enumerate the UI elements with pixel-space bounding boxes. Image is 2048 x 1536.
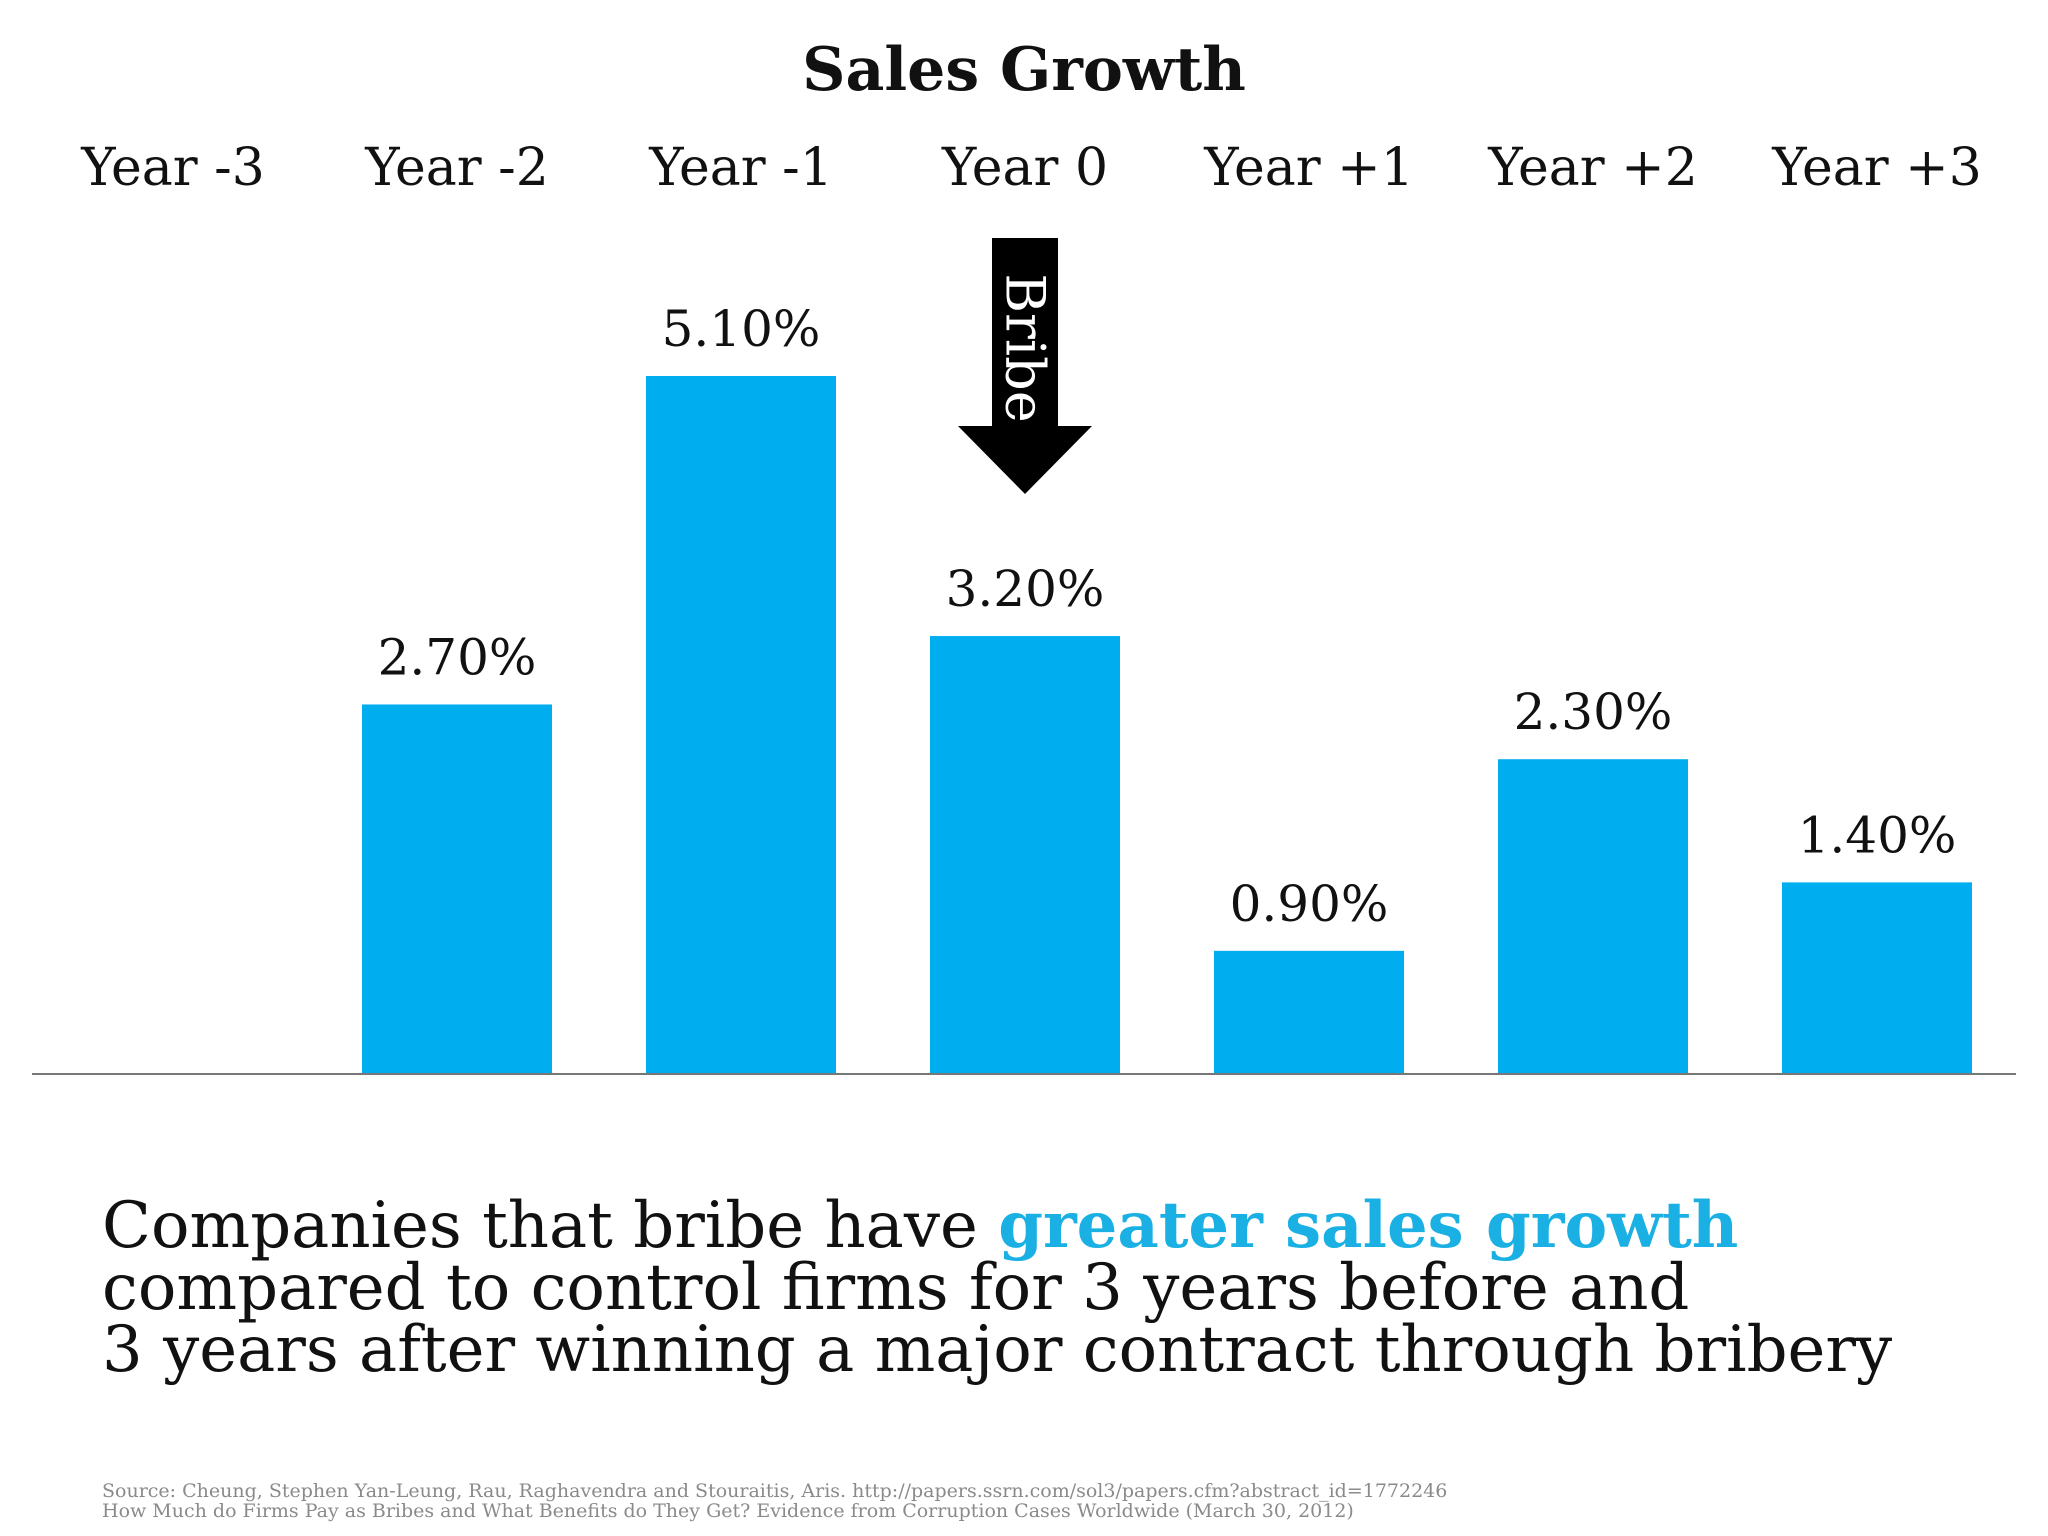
- bar: [1782, 882, 1972, 1074]
- category-label: Year +2: [1487, 138, 1698, 198]
- bars: [362, 376, 1972, 1074]
- value-label: 5.10%: [662, 300, 821, 358]
- sales-growth-chart: Sales Growth Year -3 Year -2 Year -1 Year 0…: [32, 35, 2016, 1075]
- bribe-label: Bribe: [994, 273, 1057, 422]
- category-label: Year -1: [648, 138, 833, 198]
- caption-line-1: Companies that bribe have greater sales …: [102, 1194, 2002, 1259]
- source-line-1: Source: Cheung, Stephen Yan-Leung, Rau, …: [102, 1480, 1448, 1502]
- bribe-arrow-annotation: Bribe: [958, 238, 1092, 494]
- value-label: 3.20%: [946, 560, 1105, 618]
- caption: Companies that bribe have greater sales …: [102, 1194, 2002, 1387]
- source-citation: Source: Cheung, Stephen Yan-Leung, Rau, …: [102, 1481, 2002, 1521]
- value-labels: 2.70% 5.10% 3.20% 0.90% 2.30% 1.40%: [378, 300, 1957, 933]
- category-label: Year -3: [80, 138, 265, 198]
- value-label: 2.30%: [1514, 683, 1673, 741]
- value-label: 2.70%: [378, 628, 537, 686]
- category-label: Year -2: [364, 138, 549, 198]
- bar: [930, 636, 1120, 1074]
- caption-line-2: compared to control firms for 3 years be…: [102, 1251, 1690, 1325]
- caption-prefix: Companies that bribe have: [102, 1189, 999, 1263]
- category-labels: Year -3 Year -2 Year -1 Year 0 Year +1 Year +…: [80, 138, 1982, 198]
- category-label: Year +1: [1203, 138, 1414, 198]
- bar: [646, 376, 836, 1074]
- caption-highlight: greater sales growth: [998, 1188, 1739, 1263]
- category-label: Year +3: [1771, 138, 1982, 198]
- source-line-2: How Much do Firms Pay as Bribes and What…: [102, 1500, 1354, 1522]
- bar: [362, 704, 552, 1074]
- value-label: 0.90%: [1230, 875, 1389, 933]
- down-arrow-icon: [958, 238, 1092, 494]
- category-label: Year 0: [941, 138, 1108, 198]
- chart-title: Sales Growth: [802, 35, 1246, 105]
- bar: [1498, 759, 1688, 1074]
- bar: [1214, 950, 1404, 1074]
- value-label: 1.40%: [1798, 806, 1957, 864]
- caption-line-3: 3 years after winning a major contract t…: [102, 1313, 1893, 1387]
